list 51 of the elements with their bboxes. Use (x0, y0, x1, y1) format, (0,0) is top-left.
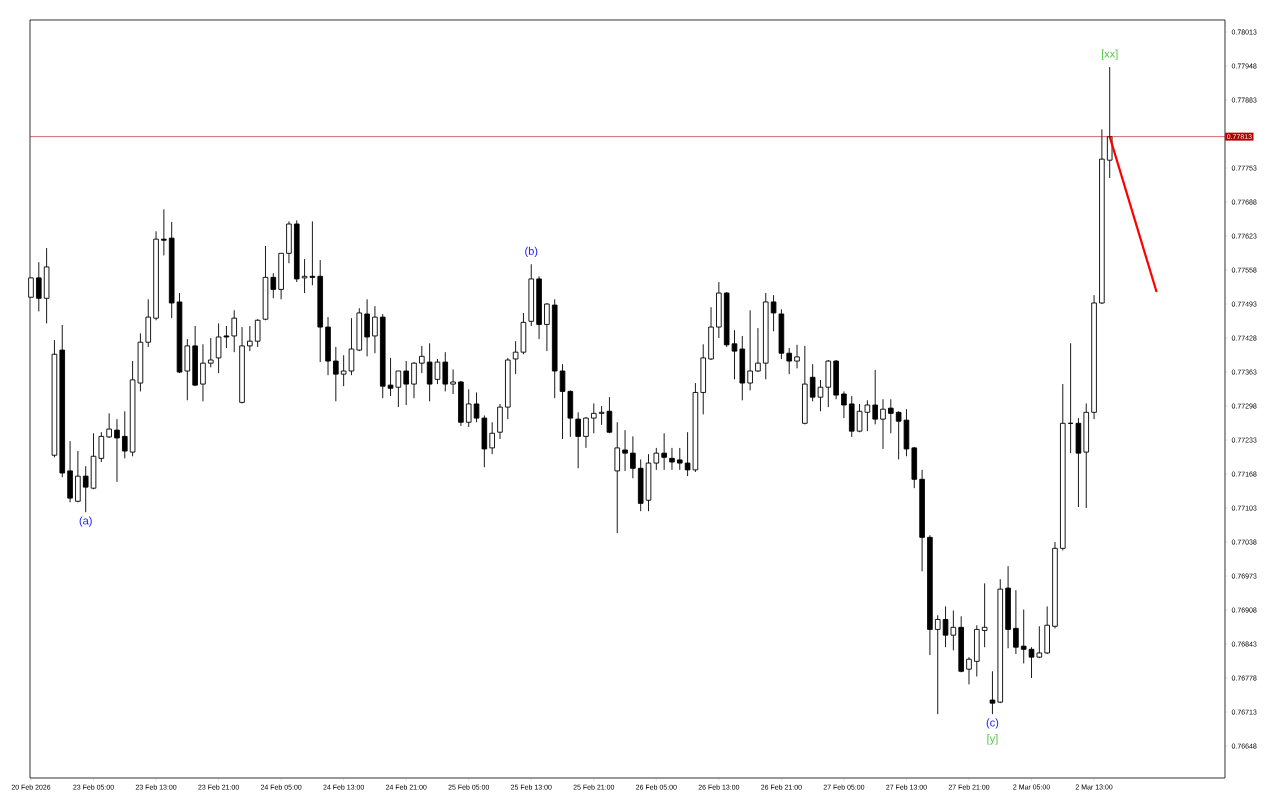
candlestick (270, 272, 277, 299)
candlestick (247, 325, 253, 352)
candlestick (200, 343, 206, 402)
candlestick (419, 345, 425, 374)
candlestick (36, 261, 42, 312)
candlestick (583, 416, 589, 449)
candlestick (676, 447, 683, 471)
candlestick (121, 410, 128, 459)
candlestick (442, 351, 449, 392)
candlestick (981, 582, 988, 648)
candlestick (786, 347, 793, 375)
annotation: [xx] (1101, 49, 1118, 60)
candlestick (966, 656, 972, 685)
candlestick (106, 412, 112, 439)
candlestick (888, 398, 894, 434)
candlestick (231, 309, 238, 353)
candlestick (622, 429, 628, 472)
candlestick (794, 344, 800, 369)
candlestick (755, 327, 761, 373)
candlestick (934, 614, 941, 715)
candlestick (254, 318, 261, 348)
candlestick (372, 305, 378, 354)
candlestick (411, 361, 417, 399)
candlestick (364, 298, 370, 357)
candlestick (591, 402, 597, 434)
candlestick (630, 435, 636, 479)
annotation: (c) (986, 718, 999, 729)
candlestick (489, 421, 495, 455)
annotation: [y] (987, 734, 998, 745)
candlestick (872, 369, 878, 425)
candlestick (465, 388, 472, 428)
candlestick (333, 346, 339, 402)
candlestick (747, 309, 753, 391)
candlestick (669, 447, 675, 471)
annotation: (b) (525, 246, 538, 258)
candlestick (575, 411, 581, 469)
candlestick (114, 418, 120, 483)
candlestick (880, 398, 886, 450)
candlestick (207, 337, 214, 368)
candlestick (661, 432, 667, 471)
candlestick (614, 421, 621, 534)
annotation: (a) (79, 516, 92, 527)
candlestick (989, 670, 996, 715)
candlestick (841, 390, 847, 419)
candlestick (450, 368, 456, 395)
candlestick (544, 302, 550, 352)
candlestick (161, 208, 167, 256)
candlestick (1020, 609, 1027, 664)
candlestick (1013, 589, 1019, 655)
candlestick (403, 360, 409, 406)
candlestick (82, 465, 89, 513)
